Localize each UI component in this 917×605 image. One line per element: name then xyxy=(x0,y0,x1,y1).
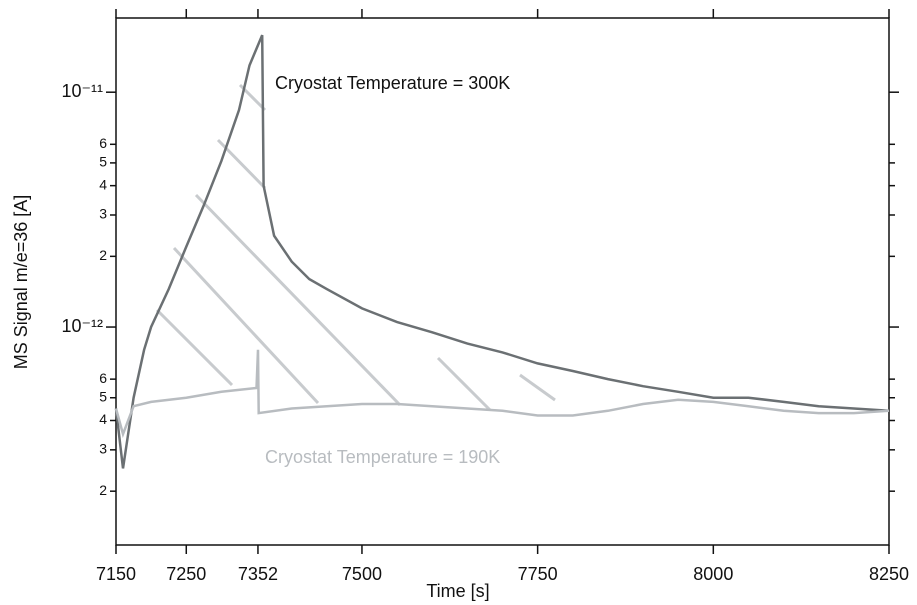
y-tick-label: 2 xyxy=(99,247,107,263)
x-tick-label: 8250 xyxy=(869,564,909,584)
y-tick-label: 5 xyxy=(99,154,107,170)
plot-frame xyxy=(115,17,890,546)
y-tick-label: 10⁻¹¹ xyxy=(61,81,103,101)
x-axis-label: Time [s] xyxy=(426,581,489,601)
hatch-line xyxy=(194,193,402,407)
x-tick-label: 7352 xyxy=(238,564,278,584)
hatch-line xyxy=(436,356,492,412)
x-tick-label: 8000 xyxy=(693,564,733,584)
hatch-line xyxy=(155,308,234,387)
x-tick-label: 7150 xyxy=(96,564,136,584)
series-line xyxy=(114,349,890,439)
y-tick-label: 6 xyxy=(99,370,107,386)
hatch-line xyxy=(172,246,320,405)
y-tick-label: 6 xyxy=(99,135,107,151)
y-axis-label: MS Signal m/e=36 [A] xyxy=(11,195,31,370)
y-tick-label: 3 xyxy=(99,441,107,457)
y-tick-label: 5 xyxy=(99,388,107,404)
series-label: Cryostat Temperature = 300K xyxy=(275,73,510,93)
series-label: Cryostat Temperature = 190K xyxy=(265,447,500,467)
y-tick-label: 3 xyxy=(99,206,107,222)
x-tick-label: 7750 xyxy=(518,564,558,584)
x-tick-label: 7250 xyxy=(166,564,206,584)
y-tick-label: 4 xyxy=(99,411,107,427)
x-tick-label: 7500 xyxy=(342,564,382,584)
series-line xyxy=(114,34,890,469)
hatching xyxy=(155,83,556,412)
y-tick-label: 4 xyxy=(99,176,107,192)
hatch-line xyxy=(519,373,556,402)
y-tick-label: 2 xyxy=(99,482,107,498)
y-tick-label: 10⁻¹² xyxy=(61,316,103,336)
